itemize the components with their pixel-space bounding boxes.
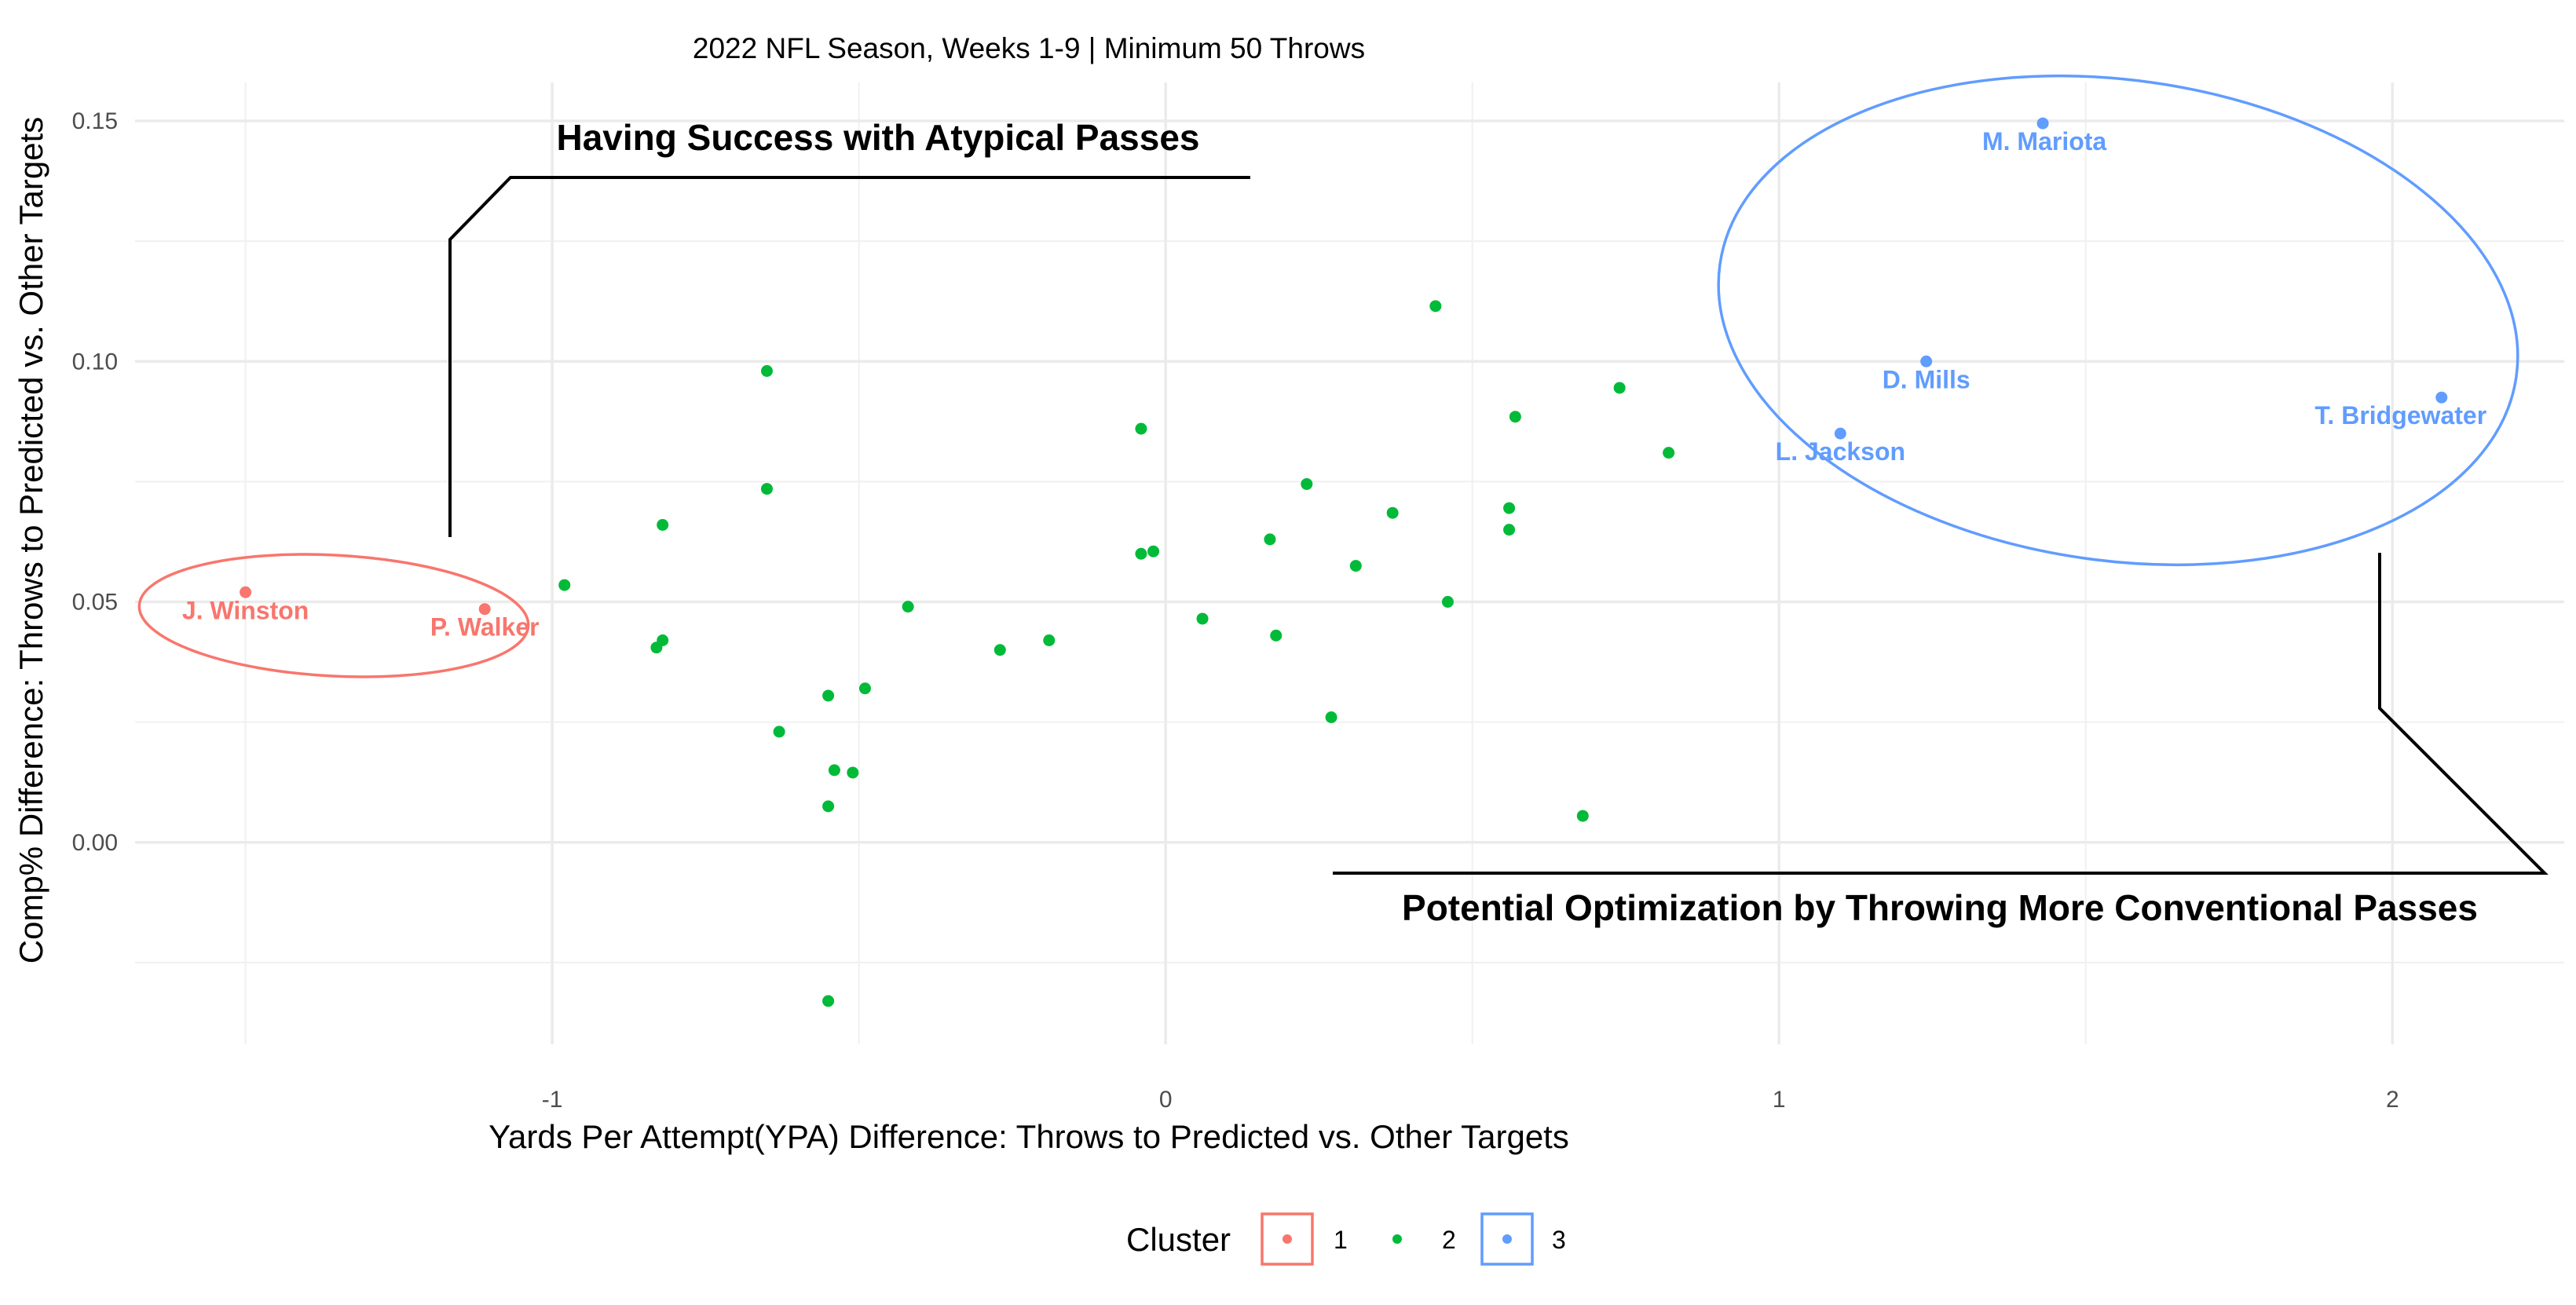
annotation-1-leader xyxy=(448,176,1250,537)
data-point xyxy=(1386,506,1399,519)
cluster-1-ellipse xyxy=(137,553,530,678)
data-point xyxy=(650,642,663,654)
data-point xyxy=(828,764,840,777)
point-labels-layer: J. Winston P. Walker M. Mariota D. Mills L. … xyxy=(182,127,2486,642)
data-point xyxy=(847,766,859,779)
y-tick-label: 0.05 xyxy=(72,590,118,616)
y-tick-label: 0.00 xyxy=(72,830,118,856)
data-point xyxy=(1147,545,1160,557)
legend-title: Cluster xyxy=(1126,1221,1231,1258)
legend-label-3: 3 xyxy=(1552,1226,1566,1254)
x-axis-ticks: -1 0 1 2 xyxy=(542,1087,2399,1113)
legend-label-2: 2 xyxy=(1442,1226,1456,1254)
data-point xyxy=(558,579,571,591)
data-point xyxy=(760,483,773,495)
legend-key-3-box xyxy=(1480,1212,1534,1266)
data-point xyxy=(2036,117,2049,130)
data-point xyxy=(1429,300,1442,313)
data-point xyxy=(1503,502,1516,514)
data-point xyxy=(1509,411,1521,423)
x-tick-label: 1 xyxy=(1773,1087,1786,1113)
annotation-1-text: Having Success with Atypical Passes xyxy=(557,117,1200,158)
annotation-2-text: Potential Optimization by Throwing More … xyxy=(1402,887,2478,928)
y-tick-label: 0.15 xyxy=(72,108,118,134)
grid-layer xyxy=(135,82,2564,1044)
x-tick-label: 0 xyxy=(1159,1087,1173,1113)
data-point xyxy=(822,800,835,813)
legend-key-2-dot xyxy=(1392,1234,1402,1244)
data-point xyxy=(240,586,252,598)
point-label: D. Mills xyxy=(1883,365,1970,393)
legend-key-1-box xyxy=(1261,1212,1314,1266)
point-label: L. Jackson xyxy=(1776,437,1905,466)
data-point xyxy=(760,365,773,377)
point-label: P. Walker xyxy=(430,613,540,642)
data-point xyxy=(1576,810,1589,822)
data-point xyxy=(1441,596,1454,608)
point-label: T. Bridgewater xyxy=(2314,401,2486,430)
chart-subtitle: 2022 NFL Season, Weeks 1-9 | Minimum 50 … xyxy=(693,32,1365,64)
legend-key-3-dot xyxy=(1502,1234,1512,1244)
legend: Cluster 1 2 3 xyxy=(1126,1212,1566,1266)
data-point xyxy=(822,995,835,1007)
data-point xyxy=(657,519,669,531)
data-point xyxy=(822,689,835,702)
x-tick-label: 2 xyxy=(2386,1087,2399,1113)
data-point xyxy=(1264,533,1276,546)
data-point xyxy=(1196,612,1209,625)
y-axis-ticks: 0.00 0.05 0.10 0.15 xyxy=(72,108,118,856)
legend-key-1-dot xyxy=(1283,1234,1292,1244)
data-point xyxy=(1043,634,1056,646)
annotation-2-leader xyxy=(1333,553,2549,875)
cluster-3-ellipse xyxy=(1717,74,2519,567)
data-point xyxy=(1325,711,1337,723)
data-point xyxy=(1834,427,1846,440)
x-tick-label: -1 xyxy=(542,1087,563,1113)
data-point xyxy=(902,601,914,613)
data-point xyxy=(1270,629,1283,642)
data-point xyxy=(478,603,491,616)
points-layer xyxy=(240,117,2448,1007)
data-point xyxy=(1920,355,1933,367)
point-label: J. Winston xyxy=(182,596,309,624)
data-point xyxy=(1663,447,1675,459)
legend-label-1: 1 xyxy=(1334,1226,1348,1254)
data-point xyxy=(858,682,871,695)
data-point xyxy=(993,644,1006,656)
data-point xyxy=(1135,547,1147,560)
data-point xyxy=(1349,560,1362,572)
data-point xyxy=(1301,477,1313,490)
y-tick-label: 0.10 xyxy=(72,349,118,375)
data-point xyxy=(1135,422,1147,435)
y-axis-title: Comp% Difference: Throws to Predicted vs… xyxy=(13,117,49,963)
data-point xyxy=(773,726,785,738)
data-point xyxy=(2435,391,2448,404)
data-point xyxy=(1503,524,1516,536)
x-axis-title: Yards Per Attempt(YPA) Difference: Throw… xyxy=(488,1118,1569,1155)
data-point xyxy=(1613,382,1626,394)
point-label: M. Mariota xyxy=(1982,127,2106,155)
